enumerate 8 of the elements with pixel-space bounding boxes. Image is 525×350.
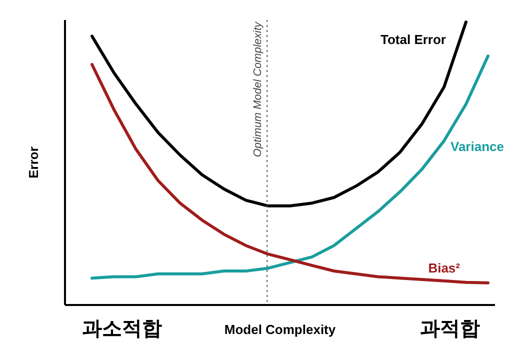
series-label: Variance: [450, 138, 504, 154]
x-axis-title: Model Complexity: [224, 322, 336, 337]
series-label: Total Error: [380, 32, 446, 47]
annotation: Optimum Model Complexity: [252, 20, 264, 158]
y-axis-title: Error: [26, 146, 41, 178]
text: 과적합: [420, 318, 480, 340]
text: 과소적합: [82, 318, 162, 340]
series-label: Bias²: [428, 260, 461, 276]
